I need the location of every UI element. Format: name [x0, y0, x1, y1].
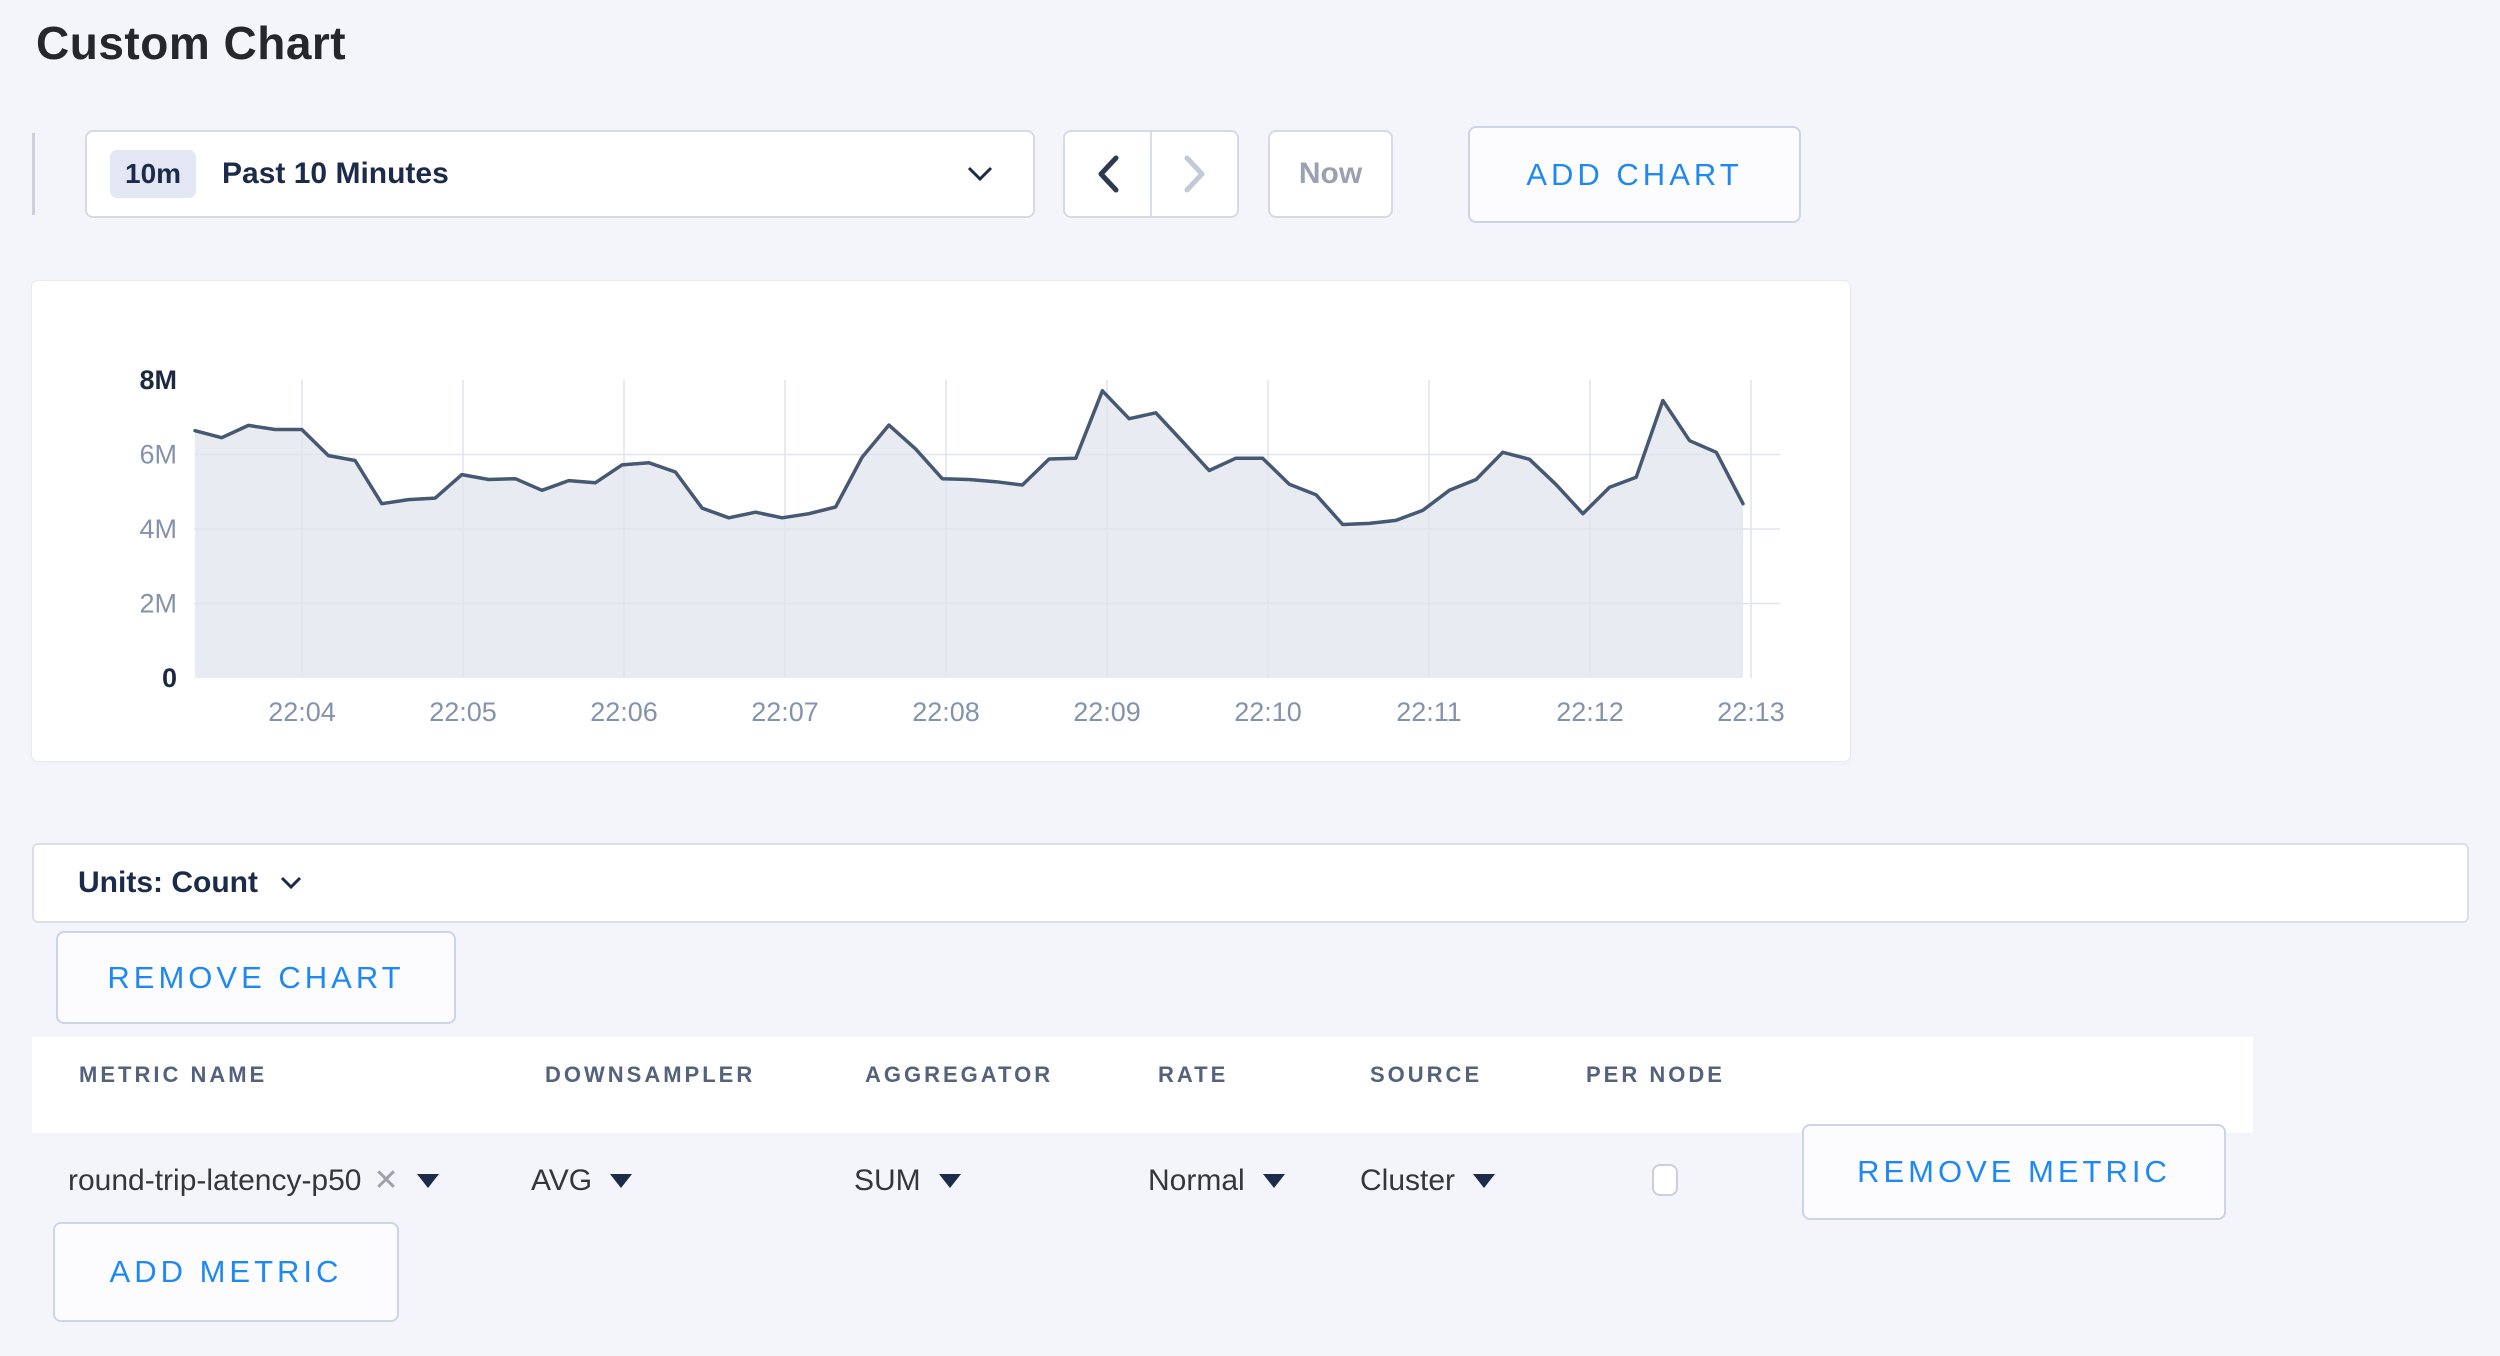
svg-text:22:10: 22:10	[1234, 697, 1302, 727]
remove-chart-button[interactable]: REMOVE CHART	[56, 931, 456, 1024]
svg-text:0: 0	[162, 663, 177, 693]
svg-text:4M: 4M	[139, 514, 177, 544]
svg-text:22:13: 22:13	[1717, 697, 1785, 727]
col-head-downsampler: DOWNSAMPLER	[545, 1062, 756, 1087]
per-node-checkbox[interactable]	[1652, 1164, 1678, 1196]
rate-dropdown[interactable]: Normal	[1148, 1133, 1285, 1228]
source-value: Cluster	[1360, 1163, 1456, 1197]
col-head-per-node: PER NODE	[1586, 1062, 1725, 1087]
svg-text:8M: 8M	[139, 365, 177, 395]
svg-text:22:08: 22:08	[912, 697, 980, 727]
chevron-left-icon	[1097, 155, 1119, 193]
custom-chart-card: 0 2M 4M 6M 8M 22:04 22:05 22:06 22:07 22:08 22:09 2…	[32, 281, 1850, 761]
col-head-metric-name: METRIC NAME	[79, 1062, 268, 1087]
source-dropdown[interactable]: Cluster	[1360, 1133, 1496, 1228]
next-range-button[interactable]	[1150, 132, 1237, 216]
col-head-rate: RATE	[1158, 1062, 1229, 1087]
time-range-select[interactable]: 10m Past 10 Minutes	[85, 130, 1035, 218]
chevron-down-icon	[967, 166, 993, 182]
caret-down-icon	[938, 1173, 961, 1188]
svg-text:22:05: 22:05	[429, 697, 497, 727]
metric-name-value: round-trip-latency-p50	[68, 1163, 362, 1197]
units-label: Units: Count	[78, 866, 258, 899]
svg-text:22:04: 22:04	[268, 697, 336, 727]
svg-text:6M: 6M	[139, 440, 177, 470]
chevron-down-icon	[280, 876, 302, 890]
now-button[interactable]: Now	[1268, 130, 1393, 218]
col-head-source: SOURCE	[1370, 1062, 1483, 1087]
time-step-button-group	[1063, 130, 1239, 218]
prev-range-button[interactable]	[1065, 132, 1150, 216]
svg-text:22:09: 22:09	[1073, 697, 1141, 727]
timeseries-area-chart: 0 2M 4M 6M 8M 22:04 22:05 22:06 22:07 22:08 22:09 2…	[139, 365, 1785, 727]
downsampler-value: AVG	[531, 1163, 593, 1197]
toolbar-accent-divider	[32, 133, 35, 215]
aggregator-value: SUM	[854, 1163, 921, 1197]
time-range-label: Past 10 Minutes	[222, 157, 449, 190]
add-chart-button[interactable]: ADD CHART	[1468, 126, 1801, 223]
units-select[interactable]: Units: Count	[32, 843, 2469, 923]
remove-metric-button[interactable]: REMOVE METRIC	[1802, 1124, 2226, 1220]
chevron-right-icon	[1184, 155, 1206, 193]
svg-text:22:06: 22:06	[590, 697, 658, 727]
caret-down-icon	[610, 1173, 633, 1188]
caret-down-icon	[1473, 1173, 1496, 1188]
rate-value: Normal	[1148, 1163, 1245, 1197]
svg-text:2M: 2M	[139, 589, 177, 619]
svg-text:22:11: 22:11	[1396, 697, 1462, 727]
page-title: Custom Chart	[36, 17, 347, 69]
close-icon[interactable]: ✕	[373, 1164, 399, 1197]
metric-table-row: round-trip-latency-p50 ✕ AVG SUM Normal …	[0, 1133, 2500, 1228]
caret-down-icon	[1262, 1173, 1285, 1188]
col-head-aggregator: AGGREGATOR	[865, 1062, 1054, 1087]
metrics-table-header	[32, 1037, 2253, 1133]
caret-down-icon	[416, 1173, 439, 1188]
svg-text:22:07: 22:07	[751, 697, 819, 727]
time-range-badge: 10m	[110, 150, 197, 198]
add-metric-button[interactable]: ADD METRIC	[53, 1222, 399, 1322]
aggregator-dropdown[interactable]: SUM	[854, 1133, 961, 1228]
svg-text:22:12: 22:12	[1556, 697, 1624, 727]
metric-name-dropdown[interactable]: round-trip-latency-p50 ✕	[68, 1133, 439, 1228]
downsampler-dropdown[interactable]: AVG	[531, 1133, 633, 1228]
